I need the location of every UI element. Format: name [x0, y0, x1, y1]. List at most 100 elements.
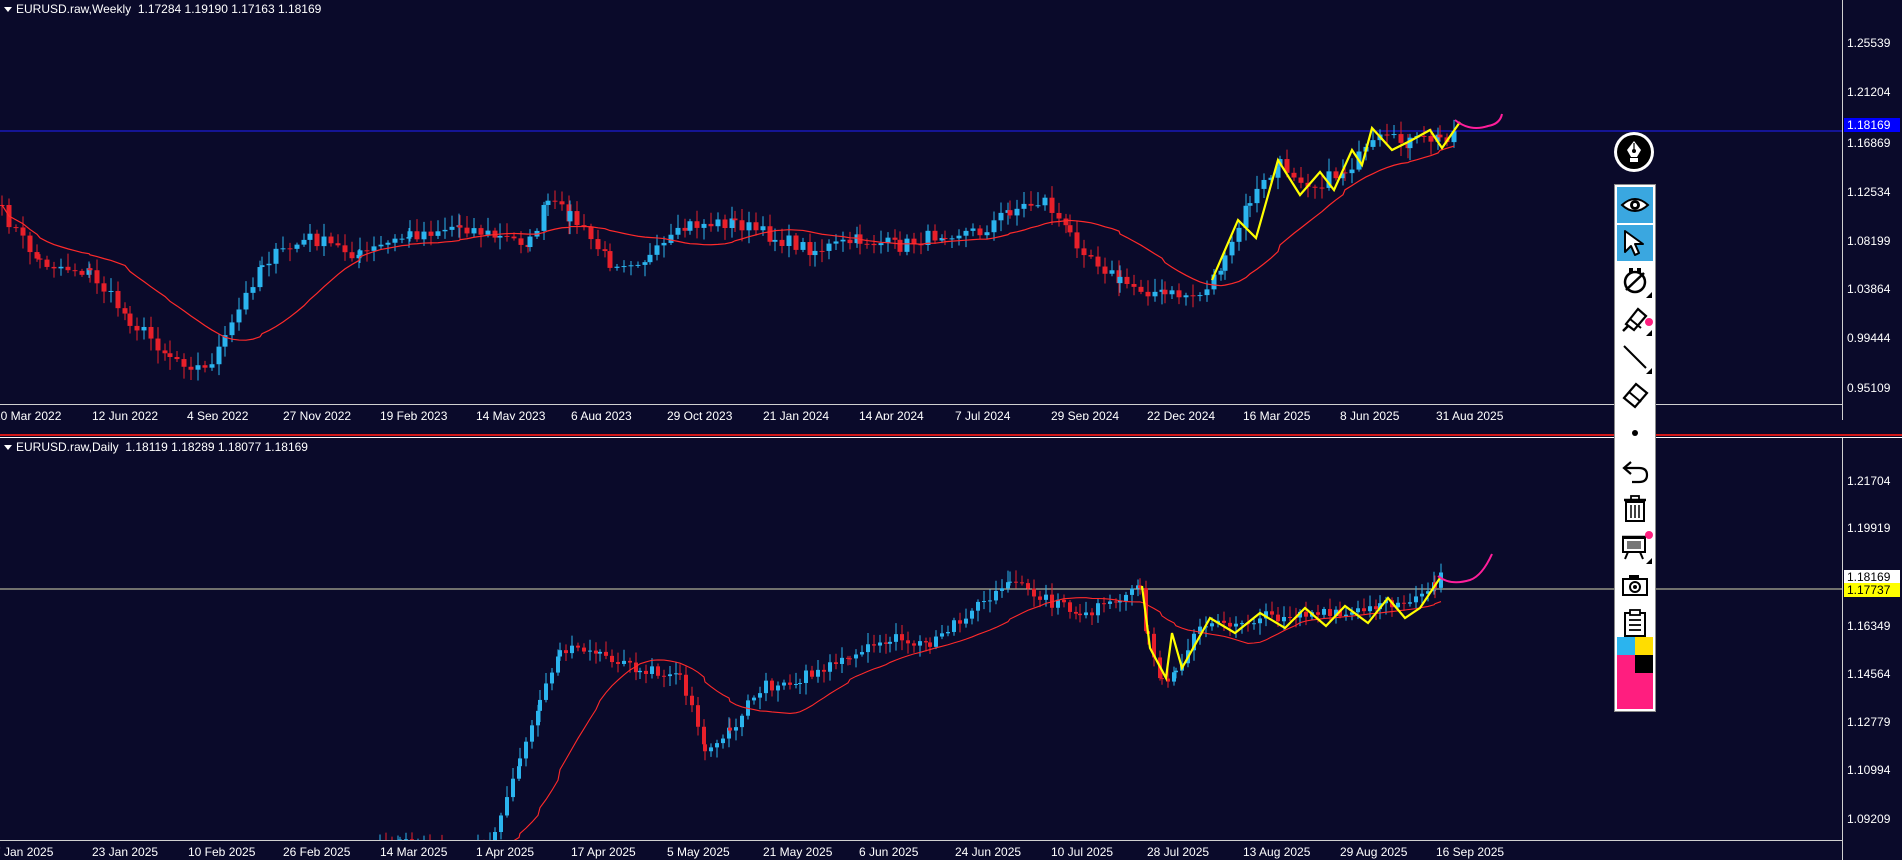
cursor-tool-button[interactable] — [1617, 225, 1653, 261]
candle — [894, 623, 898, 651]
color-swatch-pink[interactable] — [1617, 655, 1635, 673]
undo-button[interactable] — [1617, 453, 1653, 489]
weekly-price-chart[interactable] — [0, 0, 1842, 404]
current-color-swatch[interactable] — [1617, 673, 1653, 709]
weekly-price-axis[interactable]: 1.25539 1.21204 1.16869 1.12534 1.08199 1.038… — [1842, 0, 1902, 420]
candle — [952, 617, 956, 636]
candle — [1074, 221, 1080, 259]
candle — [1275, 164, 1281, 190]
candle — [1291, 167, 1297, 182]
candle — [594, 642, 598, 664]
candle — [44, 255, 50, 270]
time-tick-label: 6 Aug 2023 — [571, 409, 632, 420]
candle — [259, 256, 265, 272]
daily-price-chart[interactable] — [0, 438, 1842, 840]
candle — [1102, 257, 1108, 284]
candle — [148, 316, 154, 351]
pane-separator[interactable] — [0, 420, 1902, 438]
price-tick-label: 0.95109 — [1847, 381, 1891, 395]
submenu-corner-icon — [1646, 368, 1652, 374]
delete-all-button[interactable] — [1617, 491, 1653, 527]
candle — [984, 225, 990, 240]
candle — [511, 767, 515, 802]
collapse-triangle-icon[interactable] — [4, 6, 12, 12]
screenshot-button[interactable] — [1617, 567, 1653, 603]
line-tool-button[interactable] — [1617, 339, 1653, 375]
candle — [115, 281, 121, 317]
candle — [810, 665, 814, 680]
candle — [804, 664, 808, 695]
weekly-chart-pane[interactable]: EURUSD.raw,Weekly 1.17284 1.19190 1.1716… — [0, 0, 1902, 420]
eye-tool-button[interactable] — [1617, 187, 1653, 223]
candle — [1319, 175, 1325, 199]
dot-size-button[interactable] — [1617, 415, 1653, 451]
candle — [518, 231, 524, 254]
color-swatch-blue[interactable] — [1617, 637, 1635, 655]
daily-price-axis[interactable]: 1.21704 1.19919 1.16349 1.14564 1.12779 1.109… — [1842, 438, 1902, 860]
candle — [544, 673, 548, 703]
presentation-icon — [1622, 535, 1646, 560]
color-swatch-black[interactable] — [1635, 655, 1653, 673]
candle — [1247, 195, 1253, 218]
candle — [392, 234, 398, 252]
collapse-triangle-icon[interactable] — [4, 444, 12, 450]
clipboard-icon — [1624, 609, 1646, 637]
time-tick-label: 12 Jun 2022 — [92, 409, 159, 420]
presentation-mode-button[interactable] — [1617, 529, 1653, 565]
candle — [840, 647, 844, 673]
candle — [977, 225, 983, 240]
color-swatch-yellow[interactable] — [1635, 637, 1653, 655]
time-tick-label: 13 Aug 2025 — [1243, 845, 1311, 859]
candle — [1102, 597, 1106, 613]
candle — [1312, 184, 1318, 199]
candle — [833, 234, 839, 250]
candle — [860, 645, 864, 657]
candle — [423, 835, 425, 840]
daily-chart-pane[interactable]: EURUSD.raw,Daily 1.18119 1.18289 1.18077… — [0, 438, 1902, 860]
magnet-off-tool-button[interactable] — [1617, 263, 1653, 299]
candle — [1362, 598, 1366, 615]
candle — [721, 734, 725, 749]
eraser-icon — [1622, 382, 1649, 409]
candle — [918, 232, 924, 255]
candle — [1159, 279, 1165, 305]
candle — [696, 697, 700, 736]
clipboard-button[interactable] — [1617, 605, 1653, 641]
candle — [1021, 191, 1027, 218]
candle — [668, 665, 672, 686]
candle — [37, 254, 43, 269]
candle — [788, 674, 792, 690]
candle — [1229, 234, 1235, 264]
candle — [764, 672, 768, 702]
candle — [328, 232, 334, 247]
candle — [635, 261, 641, 268]
candle — [141, 317, 147, 340]
candle — [1090, 608, 1094, 625]
candle — [1228, 617, 1232, 637]
candle — [662, 669, 666, 688]
time-tick-label: 22 Dec 2024 — [1147, 409, 1216, 420]
candle — [1414, 585, 1418, 609]
candle — [772, 228, 778, 252]
pen-toggle-button[interactable] — [1614, 132, 1654, 172]
eraser-tool-button[interactable] — [1617, 377, 1653, 413]
candle — [541, 201, 547, 240]
weekly-time-axis[interactable]: 20 Mar 2022 12 Jun 2022 4 Sep 2022 27 Nov 2… — [0, 404, 1842, 420]
candle — [441, 834, 443, 840]
candle — [167, 340, 173, 370]
candle — [1068, 599, 1072, 619]
daily-time-axis[interactable]: 7 Jan 2025 23 Jan 2025 10 Feb 2025 26 Feb 2… — [0, 840, 1842, 860]
candle — [703, 733, 707, 761]
candle — [428, 220, 434, 246]
candle — [1056, 593, 1060, 615]
candle — [1252, 618, 1256, 630]
line-price-tag: 1.17737 — [1844, 583, 1900, 597]
candle — [816, 660, 820, 683]
candle — [602, 241, 608, 258]
candle — [963, 227, 969, 248]
time-tick-label: 26 Feb 2025 — [283, 845, 351, 859]
candle — [846, 655, 850, 666]
candle — [654, 234, 660, 261]
highlighter-tool-button[interactable] — [1617, 301, 1653, 337]
candle — [970, 223, 976, 237]
